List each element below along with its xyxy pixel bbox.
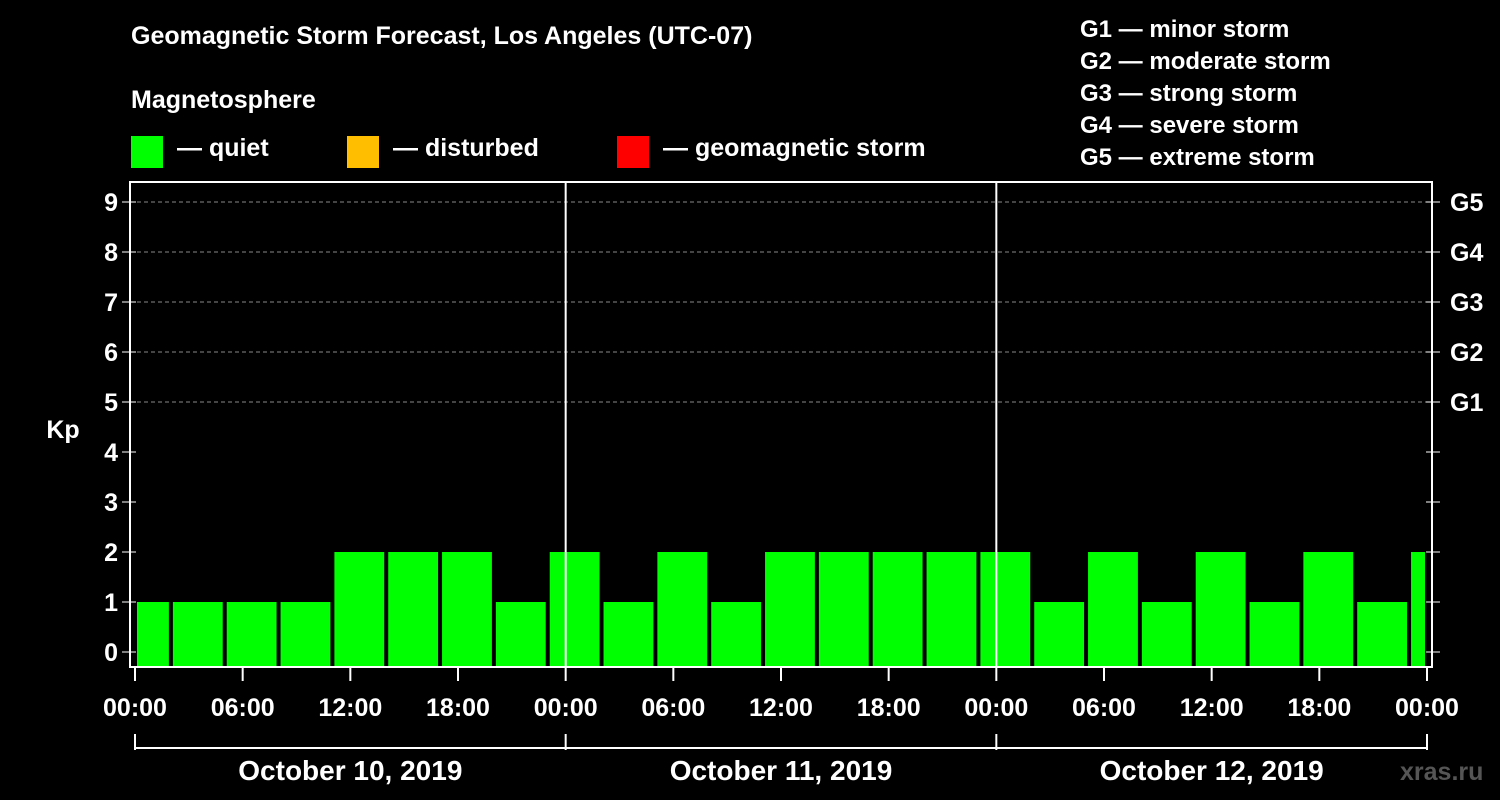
y-tick-label: 0	[104, 639, 118, 667]
legend-label-quiet: — quiet	[177, 134, 269, 162]
x-tick-label: 00:00	[1395, 694, 1459, 722]
day-label: October 12, 2019	[1100, 755, 1324, 786]
kp-bar	[172, 602, 223, 667]
y-tick-label: 9	[104, 189, 118, 217]
x-tick-label: 06:00	[211, 694, 275, 722]
storm-scale-g1: G1 — minor storm	[1080, 16, 1290, 43]
kp-bar	[1249, 602, 1300, 667]
kp-bar	[388, 552, 439, 667]
kp-bar	[226, 602, 277, 667]
legend-swatch-quiet	[131, 136, 163, 168]
kp-bar	[765, 552, 815, 667]
g-level-label: G3	[1450, 289, 1483, 317]
kp-bar	[657, 552, 708, 667]
x-tick-label: 12:00	[749, 694, 813, 722]
chart-title: Geomagnetic Storm Forecast, Los Angeles …	[131, 22, 753, 50]
kp-bar	[442, 552, 492, 667]
kp-bar	[1357, 602, 1408, 667]
kp-bar	[549, 552, 600, 667]
kp-bar	[711, 602, 762, 667]
legend-swatch-storm	[617, 136, 649, 168]
storm-scale-g5: G5 — extreme storm	[1080, 144, 1315, 171]
x-tick-label: 00:00	[534, 694, 598, 722]
g-level-label: G5	[1450, 189, 1483, 217]
x-tick-label: 00:00	[103, 694, 167, 722]
kp-bar	[137, 602, 169, 667]
x-tick-label: 00:00	[964, 694, 1028, 722]
y-tick-label: 8	[104, 239, 118, 267]
kp-bar	[334, 552, 385, 667]
legend-label-storm: — geomagnetic storm	[663, 134, 926, 162]
storm-scale-g3: G3 — strong storm	[1080, 80, 1298, 107]
kp-bar	[980, 552, 1031, 667]
kp-bar	[1303, 552, 1354, 667]
y-tick-label: 1	[104, 589, 118, 617]
g-level-label: G4	[1450, 239, 1483, 267]
x-tick-label: 06:00	[1072, 694, 1136, 722]
kp-bar	[495, 602, 546, 667]
kp-bar	[1195, 552, 1246, 667]
kp-bar	[603, 602, 654, 667]
legend-swatch-disturbed	[347, 136, 379, 168]
x-tick-label: 18:00	[426, 694, 490, 722]
x-tick-label: 06:00	[641, 694, 705, 722]
watermark: xras.ru	[1400, 758, 1484, 786]
kp-bar	[818, 552, 869, 667]
legend-label-disturbed: — disturbed	[393, 134, 539, 162]
x-tick-label: 18:00	[1287, 694, 1351, 722]
y-tick-label: 2	[104, 539, 118, 567]
kp-bar	[1411, 552, 1425, 667]
g-level-label: G1	[1450, 389, 1483, 417]
y-tick-label: 5	[104, 389, 118, 417]
g-level-label: G2	[1450, 339, 1483, 367]
y-tick-label: 3	[104, 489, 118, 517]
legend-heading: Magnetosphere	[131, 86, 316, 114]
kp-bar	[872, 552, 923, 667]
day-label: October 10, 2019	[238, 755, 462, 786]
storm-scale-g4: G4 — severe storm	[1080, 112, 1299, 139]
y-tick-label: 4	[104, 439, 118, 467]
y-tick-label: 7	[104, 289, 118, 317]
x-tick-label: 18:00	[857, 694, 921, 722]
y-axis-label: Kp	[46, 416, 79, 444]
x-tick-label: 12:00	[1180, 694, 1244, 722]
kp-bar	[1088, 552, 1138, 667]
day-label: October 11, 2019	[670, 755, 893, 786]
y-tick-label: 6	[104, 339, 118, 367]
kp-bar	[280, 602, 331, 667]
kp-bar	[926, 552, 977, 667]
storm-scale-g2: G2 — moderate storm	[1080, 48, 1331, 75]
kp-bar	[1141, 602, 1192, 667]
x-tick-label: 12:00	[318, 694, 382, 722]
kp-bar	[1034, 602, 1085, 667]
